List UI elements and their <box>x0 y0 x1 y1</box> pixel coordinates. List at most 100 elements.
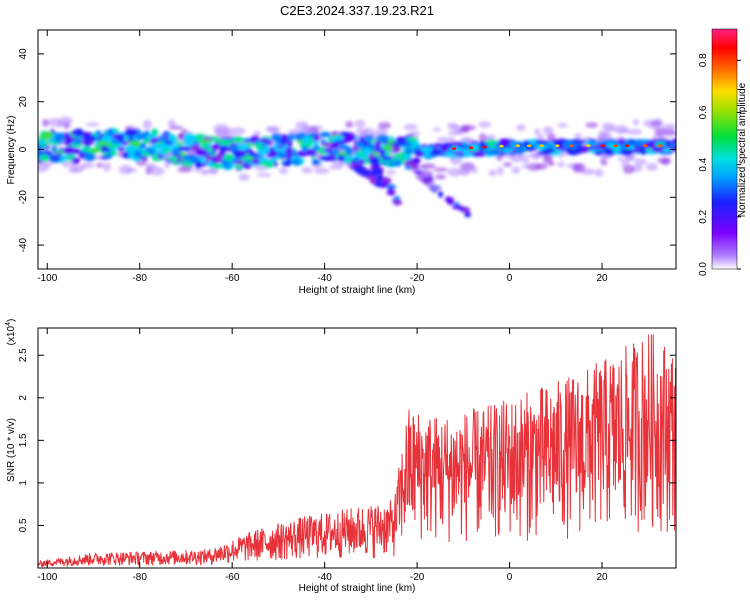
spectrogram-x-tick-label: -20 <box>410 273 425 284</box>
spectrogram-cell <box>182 140 194 146</box>
spectrogram-cell <box>85 122 100 127</box>
spectrogram-x-tick-label: -40 <box>317 273 332 284</box>
spectrogram-cell <box>363 134 375 141</box>
spectrogram-y-tick-label: 0 <box>18 146 29 152</box>
spectrogram-cell <box>531 153 541 160</box>
spectrogram-panel: -100 -80 -60 -40 -20 0 20 -40 -20 0 20 40 Height o… <box>6 29 677 296</box>
spectrogram-cell <box>458 145 471 150</box>
spectrogram-cell <box>328 153 336 162</box>
colorbar-tick-label: 0.8 <box>698 53 709 67</box>
chart-title: C2E3.2024.337.19.23.R21 <box>280 3 434 18</box>
spectrogram-cell <box>356 140 364 149</box>
spectrogram-cell <box>497 166 504 176</box>
spectrogram-cell <box>438 190 444 198</box>
spectrogram-cell <box>548 160 555 167</box>
spectrogram-cell <box>255 142 263 151</box>
spectrogram-cell <box>286 153 294 159</box>
spectrogram-cell <box>378 121 392 130</box>
spectrogram-cell <box>95 130 102 136</box>
spectrogram-cell <box>313 167 330 175</box>
spectrogram-cell <box>478 121 491 128</box>
spectrogram-cell <box>662 123 676 129</box>
spectrogram-cell <box>200 142 209 150</box>
spectrogram-cell <box>354 119 366 129</box>
spectrogram-cell <box>191 144 201 152</box>
spectrogram-cell <box>410 130 420 135</box>
spectrogram-cell <box>655 142 666 146</box>
snr-x-tick-label: 20 <box>596 572 608 583</box>
spectrogram-cell <box>492 151 502 156</box>
spectrogram-cell <box>484 139 499 146</box>
spectrogram-cell <box>118 164 133 175</box>
spectrogram-y-tick-label: -20 <box>18 190 29 205</box>
spectrogram-cell <box>68 168 83 174</box>
spectrogram-cell <box>313 140 319 146</box>
spectrogram-cell <box>149 166 165 176</box>
spectrogram-cell <box>416 153 424 157</box>
spectrogram-x-ticks: -100 -80 -60 -40 -20 0 20 <box>37 30 608 284</box>
spectrogram-cell <box>38 140 46 145</box>
spectrogram-cell <box>362 147 372 157</box>
colorbar-tick-label: 0.2 <box>698 209 709 223</box>
colorbar-label: Normalized spectral amplitude <box>737 82 748 217</box>
spectrogram-cell <box>102 162 112 172</box>
spectrogram-cell <box>447 130 464 136</box>
spectrogram-cell <box>522 159 530 164</box>
spectrogram-cell <box>38 144 44 152</box>
spectrogram-cell <box>100 145 107 152</box>
spectrogram-cell <box>312 159 319 165</box>
colorbar: 0.0 0.2 0.4 0.6 0.8 Normalized spectral ampl… <box>698 28 748 276</box>
spectrogram-y-tick-label: 20 <box>18 96 29 108</box>
spectrogram-cell <box>302 137 310 144</box>
spectrogram-cell <box>534 128 541 136</box>
spectrogram-cell <box>604 126 616 133</box>
spectrogram-cell <box>404 165 412 170</box>
spectrogram-peak <box>468 146 474 149</box>
spectrogram-cell <box>634 140 642 146</box>
colorbar-gradient <box>711 28 738 270</box>
spectrogram-cell <box>488 169 497 177</box>
spectrogram-cell <box>238 173 250 182</box>
spectrogram-cell <box>645 162 658 171</box>
spectrogram-cell <box>195 160 202 169</box>
spectrogram-cell <box>320 131 326 138</box>
spectrogram-cell <box>629 140 636 144</box>
spectrogram-cell <box>212 144 220 149</box>
spectrogram-cell <box>181 146 190 152</box>
spectrogram-cell <box>375 140 381 149</box>
spectrogram-cell <box>91 147 103 153</box>
spectrogram-cell <box>295 121 309 130</box>
spectrogram-cell <box>584 146 593 151</box>
spectrogram-cell <box>405 146 413 155</box>
spectrogram-cell <box>617 157 625 162</box>
snr-x-tick-label: -20 <box>410 572 425 583</box>
spectrogram-cell <box>259 161 270 166</box>
spectrogram-cell <box>169 144 180 150</box>
spectrogram-peak <box>555 144 560 147</box>
spectrogram-cell <box>51 145 58 153</box>
spectrogram-cell <box>292 158 301 166</box>
spectrogram-cell <box>133 150 143 158</box>
spectrogram-cell <box>403 123 418 131</box>
spectrogram-cell <box>200 170 209 176</box>
spectrogram-cell <box>414 170 424 175</box>
spectrogram-cell <box>146 134 157 139</box>
spectrogram-cell <box>217 139 229 146</box>
spectrogram-cell <box>231 136 245 143</box>
spectrogram-cell <box>369 177 378 185</box>
spectrogram-cell <box>462 151 473 157</box>
spectrogram-peaks <box>451 144 663 150</box>
spectrogram-cell <box>84 139 91 148</box>
snr-x-tick-label: -60 <box>225 572 240 583</box>
snr-y-ticks: 0.5 1 1.5 2 2.5 <box>18 348 676 532</box>
spectrogram-peak <box>569 144 574 147</box>
spectrogram-cell <box>149 137 159 144</box>
spectrogram-x-label: Height of straight line (km) <box>299 285 416 296</box>
spectrogram-cell <box>97 140 110 148</box>
spectrogram-cell <box>313 134 320 143</box>
spectrogram-cell <box>224 160 231 170</box>
spectrogram-cell <box>420 146 433 153</box>
spectrogram-cell <box>223 153 235 161</box>
spectrogram-cell <box>342 136 353 143</box>
spectrogram-cell <box>634 158 647 166</box>
